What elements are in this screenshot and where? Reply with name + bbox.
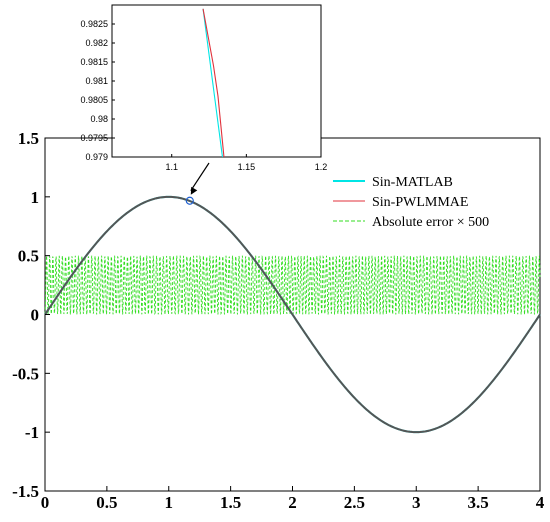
inset-x-tick-label: 1.2	[315, 162, 328, 172]
inset-y-tick-label: 0.9825	[80, 19, 108, 29]
legend-label-absolute-error: Absolute error × 500	[372, 215, 489, 230]
x-tick-label: 2.5	[344, 493, 365, 512]
inset-x-tick-label: 1.1	[165, 162, 178, 172]
inset-series-sin-matlab	[202, 8, 224, 158]
series-absolute-error	[44, 254, 541, 316]
x-tick-label: 3.5	[468, 493, 489, 512]
inset-y-tick-label: 0.982	[85, 38, 108, 48]
inset-y-tick-label: 0.9795	[80, 133, 108, 143]
inset-series-group	[202, 8, 225, 158]
x-tick-label: 3	[412, 493, 421, 512]
inset-ticks-group: 1.1 1.15 1.2 0.9825 0.982 0.9815 0.981 0.9805 0.…	[80, 19, 327, 172]
inset-plot-frame	[111, 4, 322, 158]
y-tick-label: -1.5	[12, 482, 39, 501]
magnify-marker	[185, 196, 194, 205]
magnify-arrow	[190, 162, 210, 192]
inset-y-tick-label: 0.979	[85, 152, 108, 162]
inset-series-sin-pwlmmae	[202, 8, 225, 158]
y-tick-label: 0.5	[18, 247, 39, 266]
x-tick-label: 1.5	[220, 493, 241, 512]
x-tick-label: 2	[288, 493, 297, 512]
y-tick-label: 0	[31, 306, 40, 325]
inset-y-tick-label: 0.9805	[80, 95, 108, 105]
y-tick-label: 1	[31, 188, 40, 207]
inset-x-tick-label: 1.15	[238, 162, 256, 172]
inset-y-tick-label: 0.9815	[80, 57, 108, 67]
x-tick-label: 1	[165, 493, 174, 512]
legend: Sin-MATLAB Sin-PWLMMAE Absolute error × …	[326, 168, 538, 234]
main-chart: 0 0.5 1 1.5 2 2.5 3 3.5 4 1.5 1 0.5 0 -0.5 -1 -1.5	[12, 129, 545, 512]
main-ticks-group: 0 0.5 1 1.5 2 2.5 3 3.5 4 1.5 1 0.5 0 -0.5 -1 -1.5	[12, 129, 545, 512]
x-tick-label: 4	[536, 493, 545, 512]
series-sin-pwlmmae	[44, 195, 541, 434]
inset-y-tick-label: 0.981	[85, 76, 108, 86]
legend-label-sin-matlab: Sin-MATLAB	[372, 175, 453, 190]
legend-label-sin-pwlmmae: Sin-PWLMMAE	[372, 195, 468, 210]
main-series-group	[44, 195, 541, 434]
x-tick-label: 0.5	[96, 493, 117, 512]
magnify-arrow-head	[190, 186, 198, 195]
y-tick-label: -0.5	[12, 364, 39, 383]
x-tick-label: 0	[41, 493, 50, 512]
inset-chart: 1.1 1.15 1.2 0.9825 0.982 0.9815 0.981 0.9805 0.…	[80, 4, 327, 172]
y-tick-label: 1.5	[18, 129, 39, 148]
inset-y-tick-label: 0.98	[90, 114, 108, 124]
y-tick-label: -1	[25, 423, 39, 442]
